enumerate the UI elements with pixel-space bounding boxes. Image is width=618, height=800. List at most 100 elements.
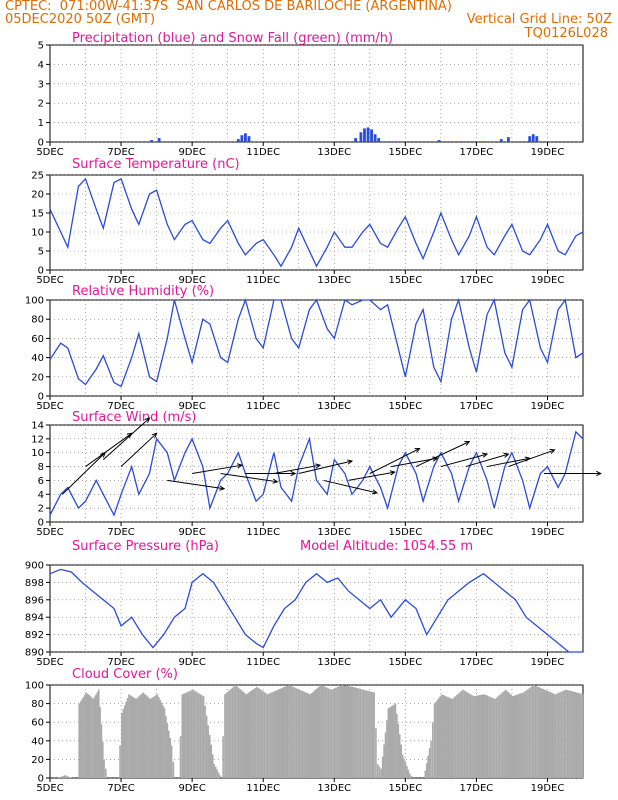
cloud-bar	[214, 766, 217, 778]
cloud-bar	[581, 693, 584, 778]
data-line	[49, 568, 583, 653]
cloud-bar	[306, 692, 308, 778]
cloud-bar	[367, 690, 369, 778]
cloud-bar	[521, 692, 523, 778]
cloud-bar	[133, 698, 136, 778]
y-tick-label: 25	[31, 171, 44, 182]
cloud-bar	[568, 690, 570, 778]
cloud-bar	[64, 775, 66, 778]
cloud-bar	[236, 686, 238, 778]
cloud-bar	[246, 693, 249, 778]
cloud-bar	[394, 703, 397, 778]
cloud-bar	[506, 690, 508, 778]
cloud-bar	[99, 707, 101, 778]
cloud-bar	[440, 694, 443, 778]
panel-title: Cloud Cover (%)	[72, 667, 178, 682]
cloud-bar	[361, 689, 363, 778]
y-tick-label: 5	[38, 41, 44, 52]
cloud-bar	[380, 768, 383, 778]
wind-arrow-head	[432, 456, 439, 462]
cloud-bar	[495, 697, 498, 778]
y-tick-label: 3	[38, 79, 44, 90]
cloud-bar	[397, 724, 400, 778]
cloud-bar	[563, 690, 566, 778]
cloud-bar	[167, 730, 170, 778]
x-tick-label: 9DEC	[178, 147, 205, 158]
cloud-bar	[548, 691, 551, 778]
cloud-bar	[375, 728, 377, 778]
cloud-bar	[263, 692, 266, 778]
x-tick-label: 15DEC	[388, 783, 422, 794]
cloud-bar	[193, 690, 196, 778]
cloud-bar	[196, 692, 199, 778]
cloud-bar	[81, 699, 83, 778]
cloud-bar	[457, 693, 460, 778]
precip-bar	[354, 138, 357, 142]
precip-bar	[359, 132, 363, 142]
cloud-bar	[222, 736, 224, 778]
cloud-bar	[492, 698, 495, 778]
cloud-bar	[401, 754, 404, 778]
panel-title: Surface Temperature (nC)	[72, 157, 240, 172]
cloud-bar	[88, 695, 90, 778]
cloud-bar	[472, 696, 475, 778]
cloud-bar	[516, 694, 519, 778]
cloud-bar	[100, 724, 103, 778]
header-datetime: 05DEC2020 50Z (GMT)	[5, 12, 156, 27]
x-tick-label: 13DEC	[317, 783, 351, 794]
y-tick-label: 80	[31, 699, 44, 710]
x-tick-label: 15DEC	[388, 401, 422, 412]
x-tick-label: 5DEC	[36, 657, 63, 668]
cloud-bar	[450, 698, 452, 778]
cloud-bar	[59, 776, 62, 778]
cloud-bar	[359, 688, 362, 778]
cloud-bar	[519, 693, 522, 778]
x-tick-label: 15DEC	[388, 657, 422, 668]
cloud-bar	[531, 686, 534, 778]
wind-arrow-shaft	[369, 448, 420, 474]
cloud-bar	[574, 692, 576, 778]
cloud-bar	[323, 686, 325, 778]
snow-bar	[482, 141, 485, 142]
cloud-bar	[318, 686, 321, 778]
cloud-bar	[345, 685, 348, 778]
cloud-bar	[390, 706, 393, 778]
cloud-bar	[153, 696, 156, 778]
cloud-bar	[92, 698, 95, 778]
x-tick-label: 7DEC	[107, 527, 134, 538]
cloud-bar	[545, 690, 548, 778]
x-tick-label: 7DEC	[107, 401, 134, 412]
y-tick-label: 100	[25, 296, 44, 307]
cloud-bar	[510, 694, 513, 778]
data-line	[49, 430, 584, 517]
x-tick-label: 7DEC	[107, 783, 134, 794]
data-line	[49, 177, 584, 268]
cloud-bar	[557, 692, 560, 778]
cloud-bar	[163, 708, 166, 778]
wind-arrow-shaft	[273, 464, 321, 474]
cloud-bar	[352, 686, 354, 778]
cloud-bar	[202, 696, 205, 778]
header-model: TQ0126L028	[524, 26, 608, 41]
cloud-bar	[85, 692, 88, 778]
cloud-bar	[262, 691, 264, 778]
cloud-bar	[569, 690, 572, 778]
x-tick-label: 17DEC	[460, 783, 494, 794]
cloud-bar	[537, 686, 540, 778]
cloud-bar	[181, 694, 184, 778]
cloud-bar	[97, 689, 100, 778]
cloud-bar	[554, 694, 557, 778]
cloud-bar	[387, 708, 390, 778]
panel-5: 0 20 40 60 80 100 5DEC 7DEC 9DEC 11DEC 13DEC 15DEC 1…	[25, 667, 584, 794]
y-tick-label: 898	[25, 578, 44, 589]
cloud-bar	[407, 769, 410, 778]
plot-frame	[49, 564, 584, 653]
cloud-bar	[463, 690, 466, 778]
cloud-bar	[324, 686, 327, 778]
y-tick-label: 0	[38, 266, 44, 277]
cloud-bar	[462, 689, 464, 778]
cloud-bar	[156, 694, 159, 778]
x-tick-label: 11DEC	[246, 527, 280, 538]
cloud-bar	[198, 693, 200, 778]
cloud-bar	[406, 765, 408, 778]
